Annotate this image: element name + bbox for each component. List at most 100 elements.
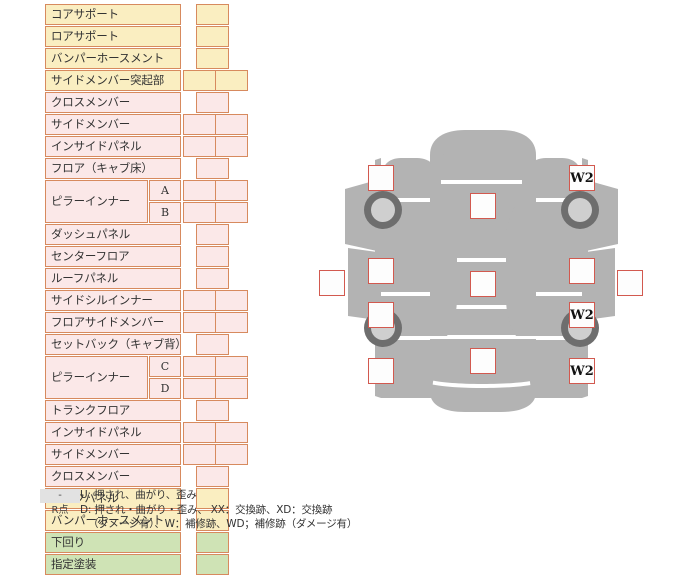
status-marker-cell[interactable] — [196, 554, 229, 575]
legend-text-u: U: 押され、曲がり、歪み — [80, 489, 197, 501]
status-marker-cell-right[interactable] — [215, 444, 248, 465]
status-marker-cell-left[interactable] — [183, 356, 216, 377]
legend-key-rten: R点 — [51, 504, 69, 516]
part-name-cell: ダッシュパネル — [45, 224, 181, 245]
table-row: サイドメンバー — [45, 444, 251, 466]
status-marker-cell-left[interactable] — [183, 290, 216, 311]
part-name-cell: サイドシルインナー — [45, 290, 181, 311]
status-marker-cell-left[interactable] — [183, 422, 216, 443]
table-row: フロアサイドメンバー — [45, 312, 251, 334]
part-sub-cell: A — [149, 180, 181, 201]
part-name-cell: 下回り — [45, 532, 181, 553]
part-name-cell: インサイドパネル — [45, 136, 181, 157]
status-marker-cell-right[interactable] — [215, 136, 248, 157]
status-marker-cell[interactable] — [196, 158, 229, 179]
status-marker-cell-right[interactable] — [215, 180, 248, 201]
marker-right-mid-lower[interactable]: W2 — [569, 302, 595, 328]
status-marker-cell[interactable] — [196, 268, 229, 289]
status-marker-cell-left[interactable] — [183, 70, 216, 91]
table-row: セットバック（キャブ背） — [45, 334, 251, 356]
status-marker-cell[interactable] — [196, 246, 229, 267]
table-row: ルーフパネル — [45, 268, 251, 290]
part-name-cell: サイドメンバー — [45, 444, 181, 465]
marker-left-mid-upper[interactable] — [368, 258, 394, 284]
car-diagram-svg — [345, 130, 618, 412]
table-row: D — [45, 378, 251, 400]
legend-key-dash: - — [40, 489, 80, 503]
status-marker-cell-right[interactable] — [215, 290, 248, 311]
marker-left-mid-lower[interactable] — [368, 302, 394, 328]
table-row: ピラーインナー C — [45, 356, 251, 399]
marker-right-rear-bottom[interactable]: W2 — [569, 358, 595, 384]
status-marker-cell-right[interactable] — [215, 114, 248, 135]
table-row: B — [45, 202, 251, 224]
status-marker-cell[interactable] — [196, 466, 229, 487]
table-row: バンパーホースメント — [45, 48, 251, 70]
part-name-cell: バンパーホースメント — [45, 48, 181, 69]
part-name-cell: トランクフロア — [45, 400, 181, 421]
status-marker-cell-left[interactable] — [183, 312, 216, 333]
legend-row-u: - U: 押され、曲がり、歪み — [40, 489, 400, 503]
status-marker-cell-left[interactable] — [183, 378, 216, 399]
part-name-cell: バンパーホースメント — [45, 510, 181, 531]
legend-text-d-cont: （ダメージ有）、W：補修跡、WD；補修跡（ダメージ有） — [88, 518, 358, 530]
status-marker-cell-left[interactable] — [183, 136, 216, 157]
status-marker-cell-right[interactable] — [215, 422, 248, 443]
table-row: クロスメンバー — [45, 92, 251, 114]
part-name-cell: ロアサポート — [45, 26, 181, 47]
table-row: 下回り — [45, 532, 251, 554]
status-marker-cell[interactable] — [196, 4, 229, 25]
status-marker-cell[interactable] — [196, 48, 229, 69]
part-name-cell: クロスメンバー — [45, 466, 181, 487]
status-marker-cell-left[interactable] — [183, 114, 216, 135]
table-row: インサイドパネル — [45, 422, 251, 444]
marker-center-front[interactable] — [470, 193, 496, 219]
table-row: サイドメンバー — [45, 114, 251, 136]
car-damage-diagram: W2 W2 W2 — [305, 120, 690, 420]
marker-center-rear[interactable] — [470, 348, 496, 374]
legend-text-d: D: 押され・曲がり・歪み、 XX：交換跡、XD：交換跡 — [80, 503, 333, 516]
table-row: トランクフロア — [45, 400, 251, 422]
marker-left-door-outer[interactable] — [319, 270, 345, 296]
status-marker-cell[interactable] — [196, 224, 229, 245]
part-name-cell: サイドメンバー突起部 — [45, 70, 181, 91]
status-marker-cell[interactable] — [196, 92, 229, 113]
status-marker-cell[interactable] — [196, 334, 229, 355]
part-name-cell: フロアサイドメンバー — [45, 312, 181, 333]
table-row: インサイドパネル — [45, 136, 251, 158]
part-name-cell: センターフロア — [45, 246, 181, 267]
part-name-cell: ピラーインナー — [45, 180, 148, 223]
table-row: サイドメンバー突起部 — [45, 70, 251, 92]
marker-left-front-top[interactable] — [368, 165, 394, 191]
part-sub-cell: D — [149, 378, 181, 399]
table-row: ピラーインナー A — [45, 180, 251, 223]
part-sub-cell: B — [149, 202, 181, 223]
status-marker-cell-left[interactable] — [183, 202, 216, 223]
table-row: センターフロア — [45, 246, 251, 268]
part-name-cell: クロスメンバー — [45, 92, 181, 113]
marker-right-door-outer[interactable] — [617, 270, 643, 296]
marker-right-front-top[interactable]: W2 — [569, 165, 595, 191]
part-sub-cell: C — [149, 356, 181, 377]
status-marker-cell-right[interactable] — [215, 356, 248, 377]
status-marker-cell-right[interactable] — [215, 70, 248, 91]
status-marker-cell[interactable] — [196, 26, 229, 47]
table-row: クロスメンバー — [45, 466, 251, 488]
legend: - U: 押され、曲がり、歪み R点 D: 押され・曲がり・歪み、 XX：交換跡… — [40, 489, 400, 532]
status-marker-cell-right[interactable] — [215, 378, 248, 399]
table-row: 指定塗装 — [45, 554, 251, 576]
status-marker-cell-left[interactable] — [183, 444, 216, 465]
status-marker-cell[interactable] — [196, 532, 229, 553]
status-marker-cell-right[interactable] — [215, 312, 248, 333]
marker-right-mid-upper[interactable] — [569, 258, 595, 284]
status-marker-cell[interactable] — [196, 400, 229, 421]
status-marker-cell-right[interactable] — [215, 202, 248, 223]
part-name-cell: ルーフパネル — [45, 268, 181, 289]
status-marker-cell[interactable] — [196, 510, 229, 531]
status-marker-cell[interactable] — [196, 488, 229, 509]
marker-left-rear-bottom[interactable] — [368, 358, 394, 384]
marker-center-mid[interactable] — [470, 271, 496, 297]
status-marker-cell-left[interactable] — [183, 180, 216, 201]
legend-row-r: R点 D: 押され・曲がり・歪み、 XX：交換跡、XD：交換跡 — [40, 504, 400, 518]
table-row: フロア（キャブ床） — [45, 158, 251, 180]
